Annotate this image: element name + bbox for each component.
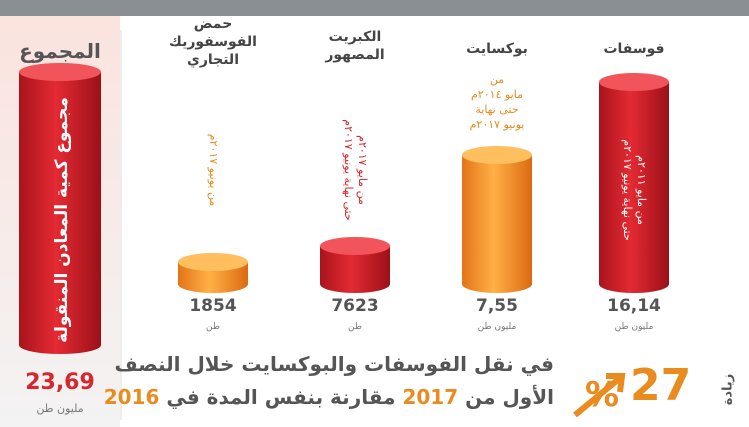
year: 2016 xyxy=(103,385,160,409)
period-line: مايو ٢٠١٤م xyxy=(471,88,523,101)
period-line: حتى نهاية يونيو ٢٠١٧م xyxy=(621,139,634,241)
badge-number: 27 xyxy=(630,360,692,411)
cylinder-base xyxy=(19,336,101,354)
total-value: 23,69 xyxy=(25,370,95,395)
period: من مايو ٢٠١١م حتى نهاية يونيو ٢٠١٧م xyxy=(620,139,648,240)
cylinder-top xyxy=(19,63,101,81)
total-unit: مليون طن xyxy=(36,402,84,415)
column-value: 1854 xyxy=(189,296,237,316)
title-line: بوكسايت xyxy=(466,41,528,57)
cylinder-body xyxy=(19,72,101,345)
cylinder-base xyxy=(462,275,532,293)
period-line: من مايو ٢٠١٧م xyxy=(356,135,369,205)
column-unit: طن xyxy=(205,322,220,332)
column-title: حمض الفوسفوريك التجاري xyxy=(143,15,283,69)
top-strip xyxy=(0,0,749,16)
column-value: 7,55 xyxy=(476,296,518,316)
column-value: 16,14 xyxy=(607,296,661,316)
period-line: من يونيو ٢٠١٧م xyxy=(207,133,220,207)
cylinder-top xyxy=(320,237,390,255)
title-line: الكبريت xyxy=(328,29,382,45)
column-unit: مليون طن xyxy=(614,322,654,332)
column-value: 7623 xyxy=(331,296,379,316)
headline-text: مقارنة بنفس المدة في xyxy=(166,385,396,409)
column-title: الكبريت المصهور xyxy=(285,28,425,64)
period-line: حتى نهاية يونيو ٢٠١٧م xyxy=(342,119,355,221)
title-line: الفوسفوريك xyxy=(169,34,257,50)
cylinder-base xyxy=(178,275,248,293)
total-label: مجموع كمية المعادن المنقولة xyxy=(52,97,72,343)
cylinder-top xyxy=(178,253,248,271)
year: 2017 xyxy=(402,385,459,409)
arrow-icon xyxy=(573,373,626,418)
period: من مايو ٢٠١٧م حتى نهاية يونيو ٢٠١٧م xyxy=(341,119,369,220)
title-line: فوسفات xyxy=(603,41,665,57)
cylinder-base xyxy=(320,275,390,293)
title-line: حمض xyxy=(193,16,233,32)
title-line: المصهور xyxy=(325,47,385,63)
column-title: بوكسايت xyxy=(427,40,567,58)
period-box: من مايو ٢٠١١م حتى نهاية يونيو ٢٠١٧م xyxy=(621,110,648,270)
period-box: من مايو ٢٠١٧م حتى نهاية يونيو ٢٠١٧م xyxy=(342,90,369,250)
badge-word: زيادة xyxy=(720,373,736,406)
cylinder-top xyxy=(462,146,532,164)
cylinder-body xyxy=(462,155,532,284)
column-title: فوسفات xyxy=(564,40,704,58)
period-box: من يونيو ٢٠١٧م xyxy=(203,90,223,250)
period-line: من مايو ٢٠١١م xyxy=(635,155,648,225)
period: من يونيو ٢٠١٧م xyxy=(206,134,220,207)
badge-symbol: % xyxy=(585,375,620,415)
headline-line1: في نقل الفوسفات والبوكسايت خلال النصف xyxy=(114,352,554,376)
title-line: التجاري xyxy=(186,52,239,68)
period-line: يونيو ٢٠١٧م xyxy=(469,118,525,131)
cylinder-body xyxy=(599,82,669,284)
cylinder-base xyxy=(599,275,669,293)
column-unit: مليون طن xyxy=(477,322,517,332)
headline-line2: الأول من 2017 مقارنة بنفس المدة في 2016 xyxy=(104,385,554,409)
cylinder-top xyxy=(599,73,669,91)
period-line: من xyxy=(489,73,505,86)
column-unit: طن xyxy=(347,322,362,332)
headline-text: الأول من xyxy=(465,385,554,409)
total-label-box: مجموع كمية المعادن المنقولة xyxy=(22,95,102,345)
total-title: المجموع xyxy=(19,39,101,63)
period-line: حتى نهاية xyxy=(475,103,519,116)
period: من مايو ٢٠١٤م حتى نهاية يونيو ٢٠١٧م xyxy=(427,72,567,132)
